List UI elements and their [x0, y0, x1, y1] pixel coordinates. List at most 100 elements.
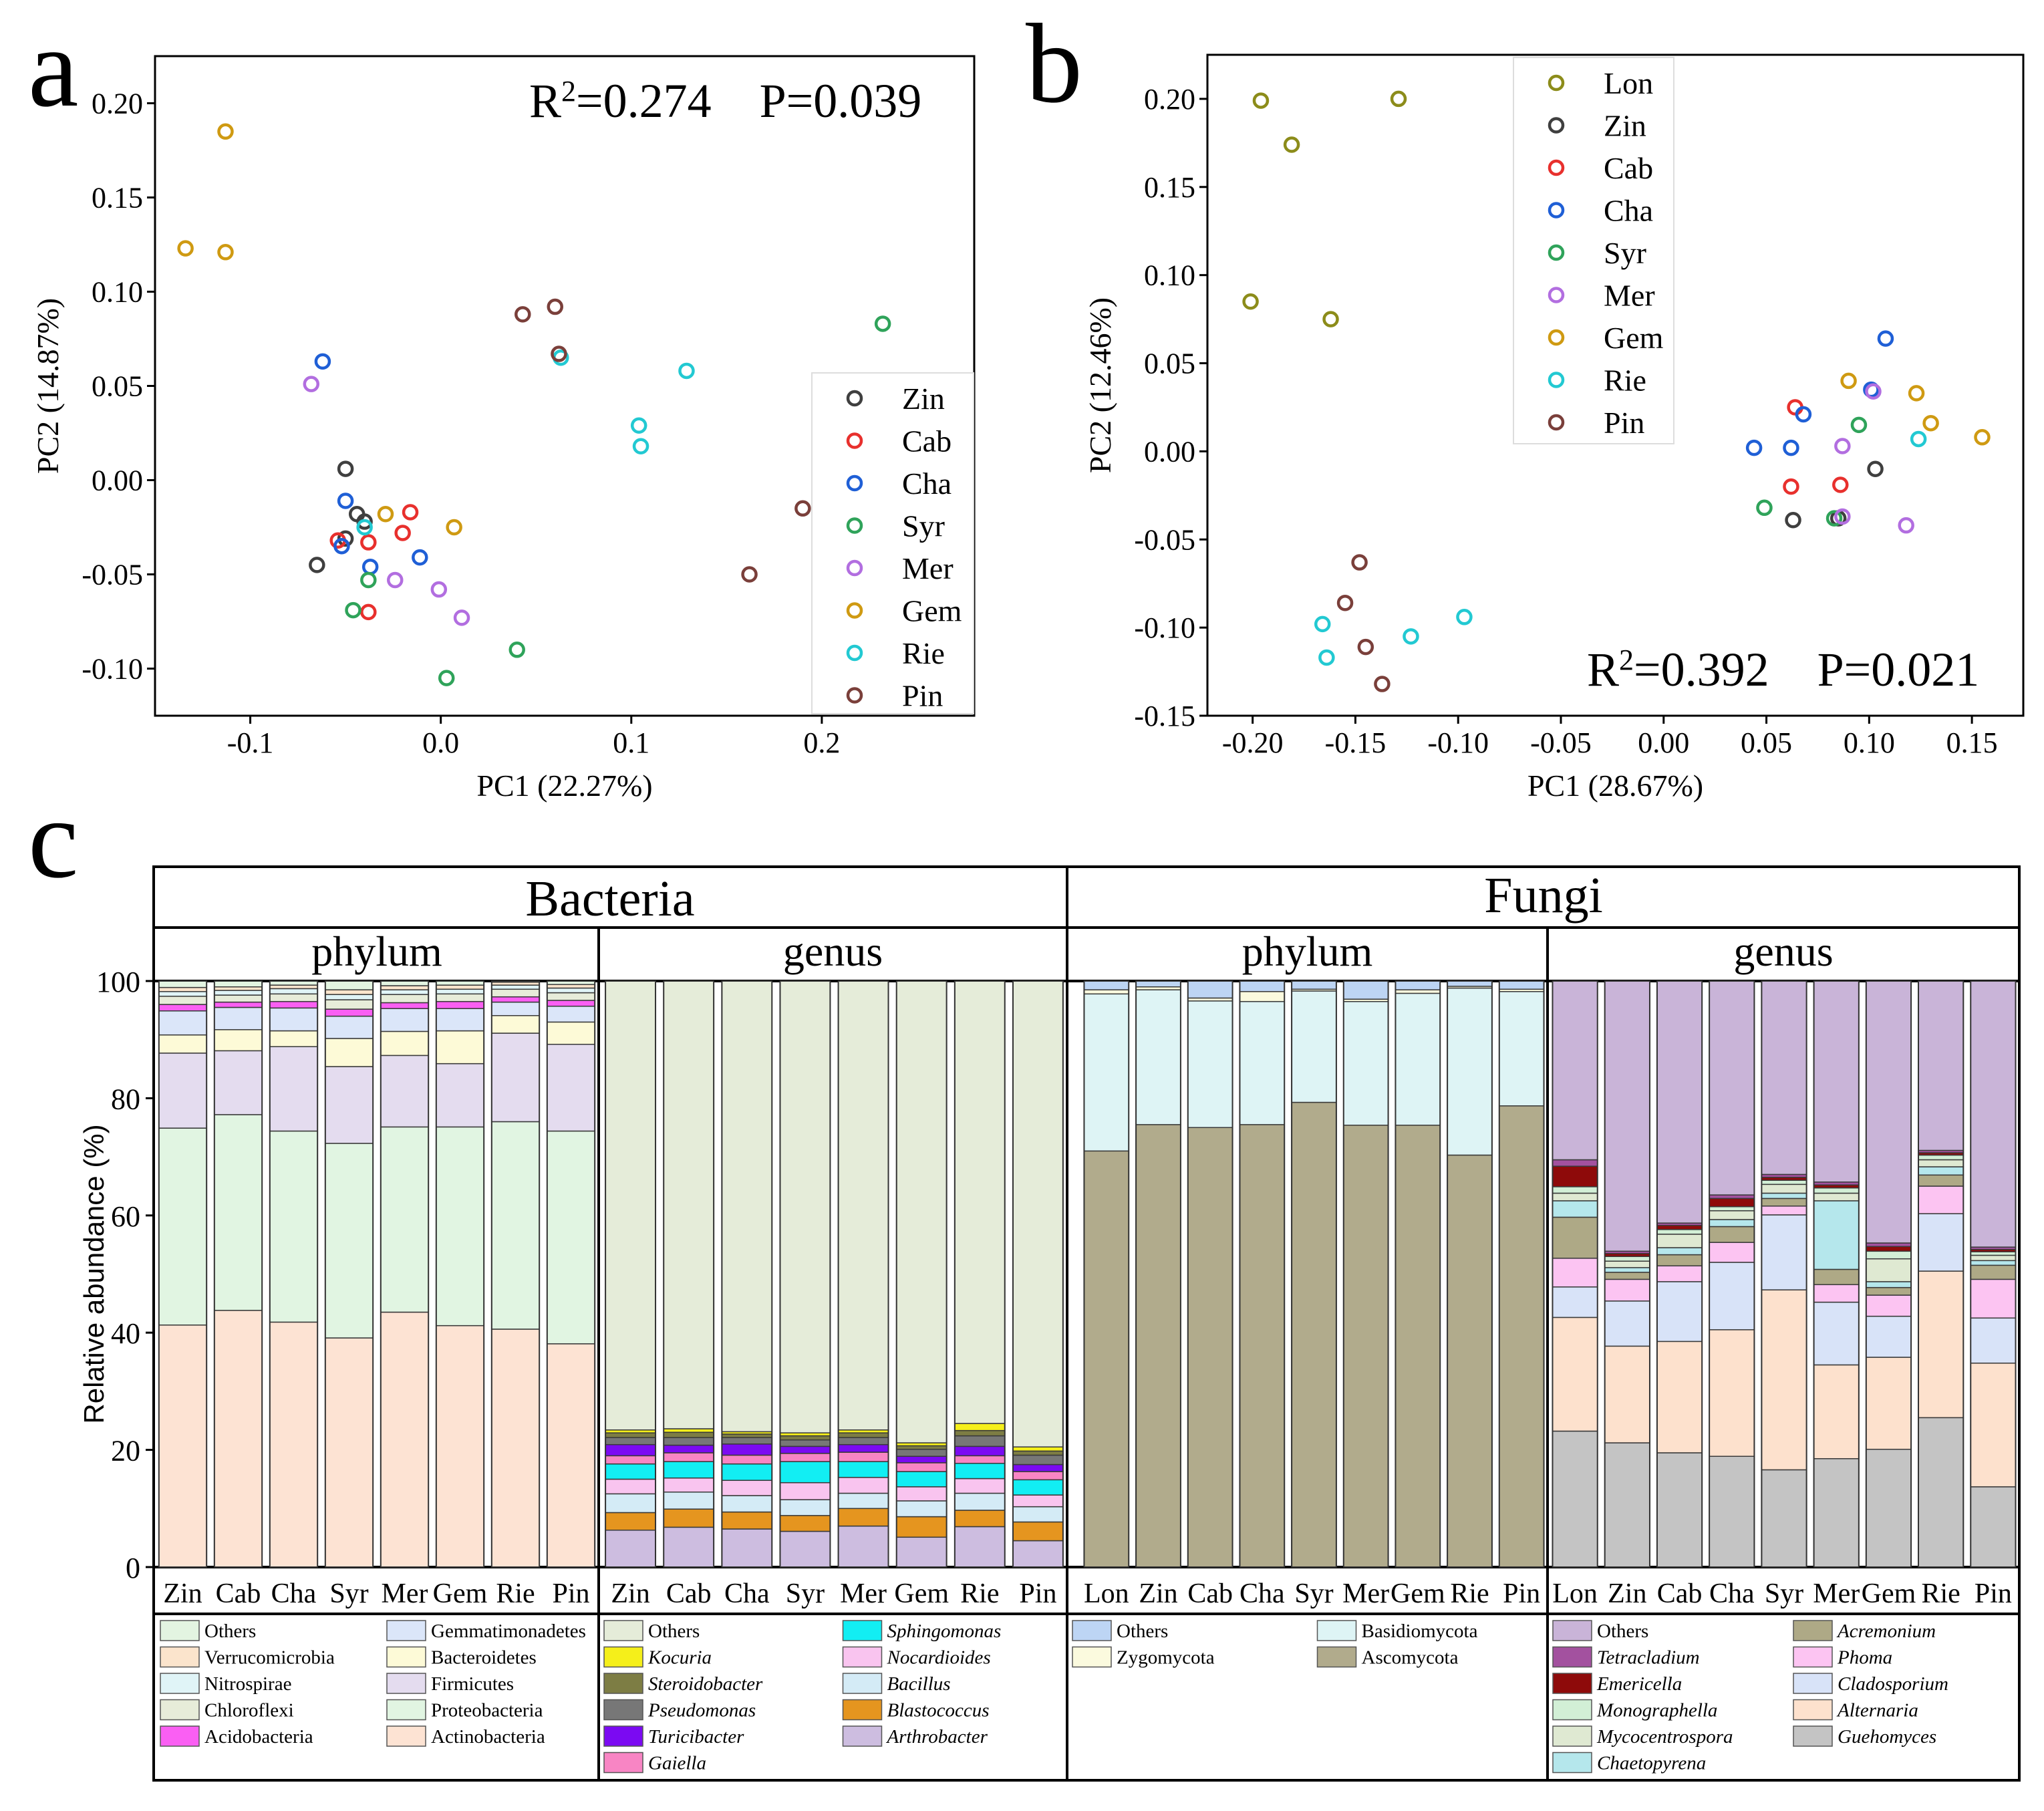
- x-tick-label: Pin: [552, 1578, 589, 1609]
- data-point-cha: [1745, 439, 1763, 456]
- bar-segment: [1656, 1224, 1703, 1230]
- y-tick-label: -0.05: [82, 559, 143, 591]
- bar-segment: [779, 1435, 831, 1441]
- bar-segment: [1918, 1186, 1964, 1214]
- bar-segment: [1866, 1286, 1912, 1296]
- x-tick-label: Mer: [1342, 1578, 1389, 1609]
- bar-segment: [1709, 1242, 1755, 1263]
- x-tick-label: Rie: [960, 1578, 999, 1609]
- data-point-rie: [1318, 649, 1335, 666]
- data-point-pin: [515, 306, 531, 323]
- legend-swatch: [160, 1699, 200, 1721]
- data-point-cab: [402, 504, 419, 521]
- x-tick-label: -0.05: [1530, 726, 1592, 759]
- data-point-mer: [1834, 438, 1851, 454]
- bar-segment: [721, 1463, 773, 1481]
- x-tick-label: 0.05: [1741, 726, 1792, 759]
- bar-segment: [214, 990, 263, 996]
- data-point-pin: [1336, 594, 1354, 611]
- bar-segment: [1709, 1262, 1755, 1331]
- legend-label: Monographella: [1596, 1700, 1717, 1721]
- legend-label: Bacillus: [887, 1673, 951, 1695]
- legend-label: Proteobacteria: [431, 1700, 543, 1721]
- bar-outline: [1970, 980, 2017, 1568]
- bar-segment: [380, 1002, 429, 1009]
- x-tick-label: Rie: [1922, 1578, 1960, 1609]
- bar-segment: [325, 980, 374, 990]
- bar-outline: [1239, 980, 1286, 1568]
- data-point-gem: [217, 123, 234, 140]
- bar-segment: [895, 1500, 947, 1518]
- bar-segment: [605, 1455, 656, 1465]
- x-tick-label: Zin: [1608, 1578, 1646, 1609]
- data-point-cha: [1877, 330, 1894, 347]
- legend-marker-cab: [846, 432, 863, 449]
- data-point-cab: [360, 534, 377, 551]
- x-axis-label: PC1 (28.67%): [1527, 769, 1703, 803]
- bar-segment: [605, 1512, 656, 1531]
- bar-segment: [547, 984, 595, 989]
- bar-segment: [158, 1127, 207, 1326]
- legend-swatch: [1552, 1752, 1592, 1774]
- y-tick-label: 0.15: [92, 182, 143, 215]
- bar-segment: [1918, 1166, 1964, 1176]
- bar-segment: [1187, 1000, 1233, 1128]
- legend-label: Mycocentrospora: [1596, 1726, 1733, 1748]
- bar-segment: [1552, 1200, 1598, 1218]
- y-tick-label: 0.05: [92, 370, 143, 403]
- bar-segment: [269, 984, 318, 990]
- bar-segment: [663, 1437, 714, 1446]
- legend-swatch: [1552, 1620, 1592, 1641]
- legend-marker-cab: [1548, 159, 1565, 176]
- bar-segment: [325, 1038, 374, 1067]
- legend-label: Syr: [1604, 236, 1646, 270]
- bar-outline: [1552, 980, 1598, 1568]
- bar-segment: [837, 1477, 889, 1494]
- bar-segment: [269, 1130, 318, 1323]
- legend-label: Emericella: [1596, 1673, 1682, 1695]
- bar-segment: [1709, 1219, 1755, 1228]
- bar-outline: [1012, 980, 1064, 1568]
- legend-swatch: [1793, 1646, 1833, 1668]
- bar-segment: [837, 1443, 889, 1453]
- bar-outline: [380, 980, 430, 1568]
- bar-segment: [1239, 1124, 1285, 1568]
- legend-marker-cha: [1548, 202, 1565, 219]
- bar-segment: [158, 991, 207, 997]
- bar-segment: [605, 1437, 656, 1445]
- bar-segment: [1918, 1154, 1964, 1161]
- bar-segment: [1604, 1260, 1650, 1268]
- bar-segment: [954, 980, 1006, 1424]
- x-tick-label: Syr: [1294, 1578, 1333, 1609]
- bar-segment: [325, 1337, 374, 1568]
- bar-outline: [1761, 980, 1807, 1568]
- x-tick-label: 0.2: [803, 726, 840, 759]
- legend-label: Gem: [902, 594, 962, 628]
- bar-outline: [1083, 980, 1130, 1568]
- bar-segment: [1083, 980, 1129, 990]
- bar-segment: [1552, 1165, 1598, 1188]
- legend-marker-rie: [1548, 372, 1565, 388]
- bar-segment: [380, 1008, 429, 1032]
- bar-segment: [491, 996, 540, 1003]
- bar-segment: [1656, 1265, 1703, 1282]
- x-tick-label: Lon: [1084, 1578, 1129, 1609]
- bar-segment: [436, 1126, 484, 1327]
- bar-segment: [954, 1492, 1006, 1511]
- bar-segment: [325, 1008, 374, 1017]
- y-tick-label: 0.05: [1144, 347, 1195, 380]
- bar-segment: [1918, 980, 1964, 1151]
- bar-segment: [1012, 1450, 1064, 1456]
- panel-letter-a: a: [28, 5, 78, 130]
- legend-swatch: [160, 1725, 200, 1747]
- bar-outline: [605, 980, 657, 1568]
- bar-segment: [1012, 1464, 1064, 1472]
- legend-swatch: [386, 1620, 426, 1641]
- data-point-cab: [1783, 478, 1799, 495]
- bar-segment: [1291, 980, 1337, 990]
- legend-label: Others: [1597, 1621, 1648, 1642]
- bar-segment: [895, 980, 947, 1443]
- bar-segment: [837, 1451, 889, 1462]
- x-tick-label: 0.15: [1946, 726, 1998, 759]
- bar-segment: [1083, 1150, 1129, 1568]
